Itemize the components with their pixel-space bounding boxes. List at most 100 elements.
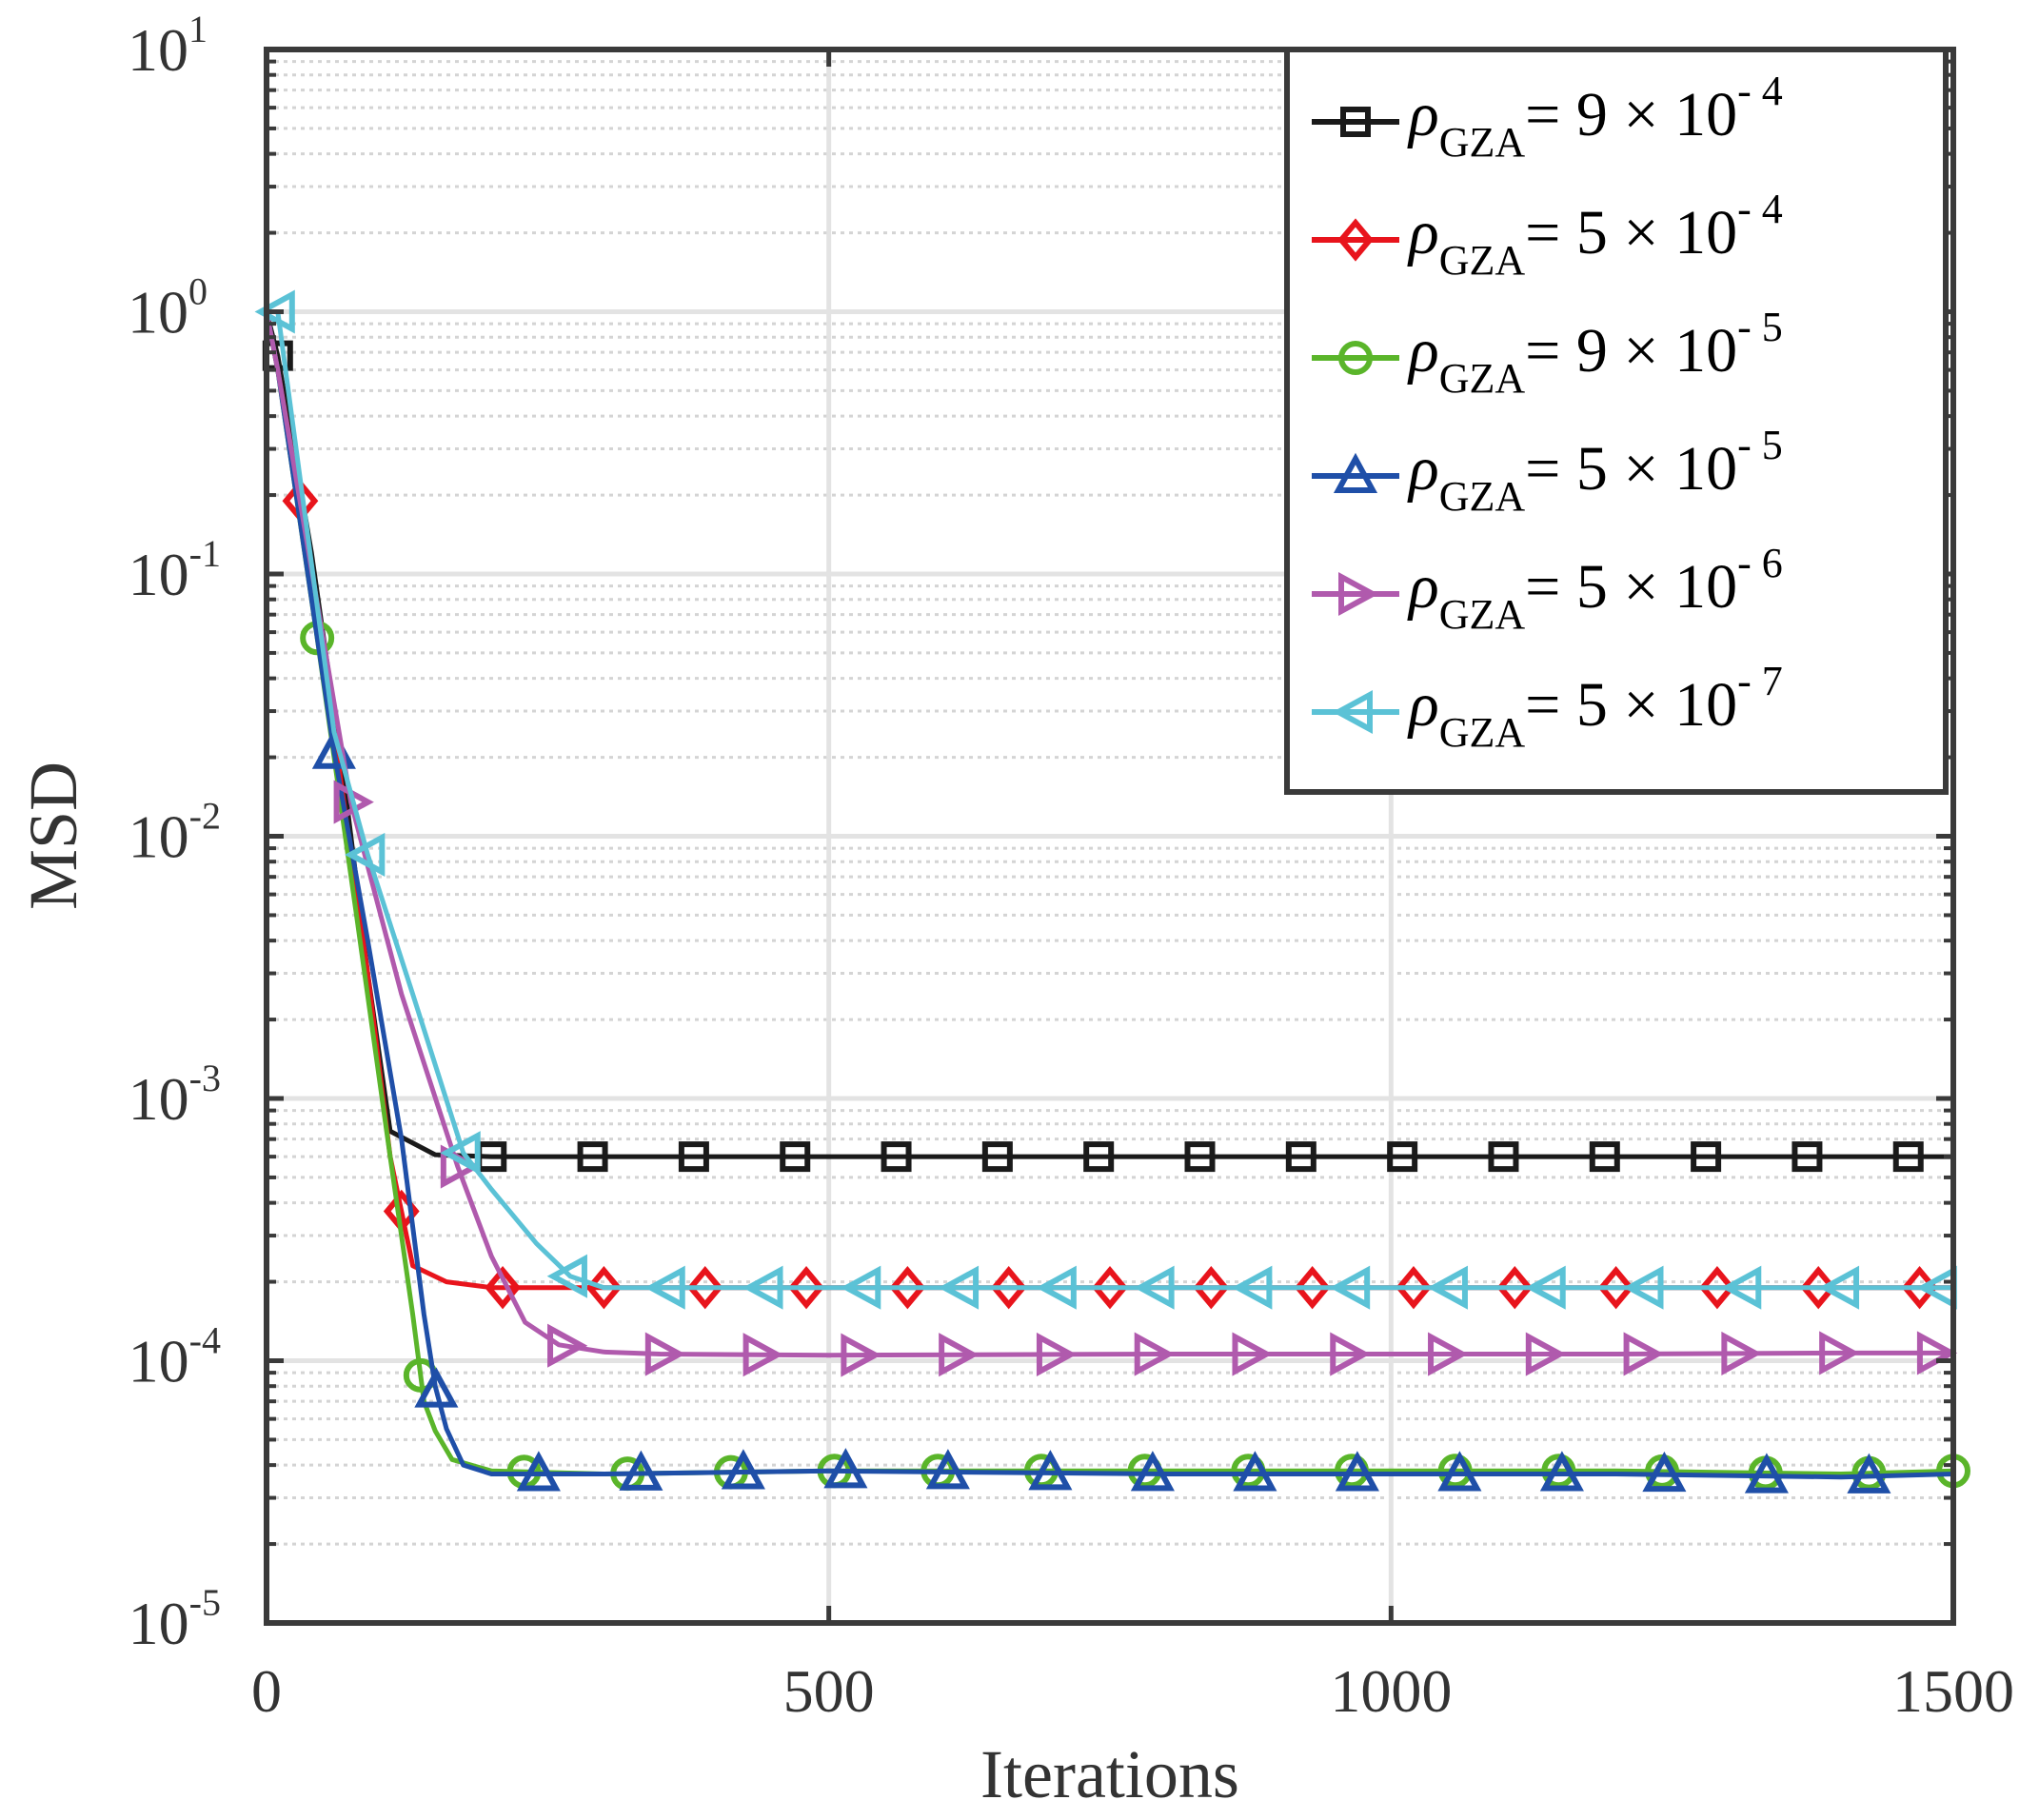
diamond-marker bbox=[1496, 1266, 1534, 1310]
triangle-right-marker bbox=[841, 1333, 881, 1377]
triangle-up-marker bbox=[1539, 1451, 1584, 1492]
diamond-marker bbox=[1800, 1266, 1837, 1310]
square-marker bbox=[1792, 1141, 1823, 1173]
legend-entry: ρGZA= 5 × 10- 7 bbox=[1312, 658, 1783, 756]
diamond-marker bbox=[1699, 1266, 1735, 1310]
triangle-left-marker bbox=[1036, 1265, 1077, 1310]
triangle-right-marker bbox=[1623, 1332, 1664, 1376]
circle-marker bbox=[1338, 341, 1373, 375]
y-axis-label: MSD bbox=[15, 762, 91, 910]
square-marker bbox=[1387, 1141, 1418, 1173]
legend-swatch bbox=[1312, 689, 1399, 735]
legend-entry: ρGZA= 5 × 10- 4 bbox=[1312, 186, 1783, 284]
legend-label: ρGZA= 5 × 10- 4 bbox=[1407, 186, 1783, 284]
triangle-up-marker bbox=[1847, 1453, 1891, 1494]
y-tick-label: 10-5 bbox=[129, 1581, 221, 1657]
triangle-up-marker bbox=[1233, 1451, 1277, 1492]
square-marker bbox=[577, 1141, 608, 1173]
triangle-right-marker bbox=[1916, 1331, 1958, 1375]
y-tick-label: 101 bbox=[128, 8, 208, 84]
square-marker bbox=[1340, 107, 1371, 137]
legend-swatch bbox=[1312, 341, 1399, 375]
triangle-up-marker bbox=[1130, 1451, 1175, 1492]
triangle-right-marker bbox=[1134, 1332, 1175, 1376]
diamond-marker bbox=[1597, 1266, 1634, 1310]
triangle-up-marker bbox=[516, 1451, 561, 1492]
triangle-right-marker bbox=[939, 1333, 980, 1377]
triangle-left-marker bbox=[1329, 1265, 1371, 1310]
triangle-left-marker bbox=[1332, 689, 1373, 735]
triangle-right-marker bbox=[742, 1333, 783, 1377]
triangle-right-marker bbox=[1721, 1331, 1762, 1375]
diamond-marker bbox=[1092, 1266, 1128, 1310]
triangle-left-marker bbox=[742, 1265, 783, 1310]
x-tick-label: 0 bbox=[251, 1657, 282, 1725]
legend-swatch bbox=[1312, 452, 1399, 493]
square-marker bbox=[1285, 1141, 1316, 1173]
triangle-left-marker bbox=[1525, 1265, 1566, 1310]
triangle-up-marker bbox=[619, 1450, 663, 1491]
y-tick-label: 10-3 bbox=[129, 1057, 221, 1133]
square-marker bbox=[1083, 1141, 1115, 1173]
diamond-marker bbox=[1294, 1266, 1331, 1310]
triangle-right-marker bbox=[1525, 1332, 1567, 1376]
triangle-up-marker bbox=[1333, 452, 1378, 493]
diamond-marker bbox=[1193, 1266, 1230, 1310]
diamond-marker bbox=[686, 1266, 723, 1310]
series-4 bbox=[264, 311, 1958, 1377]
x-tick-label: 1500 bbox=[1892, 1657, 2014, 1725]
legend-box bbox=[1284, 47, 1949, 795]
triangle-right-marker bbox=[644, 1332, 686, 1376]
triangle-left-marker bbox=[546, 1254, 587, 1298]
triangle-up-marker bbox=[414, 1367, 459, 1408]
square-marker bbox=[1184, 1141, 1216, 1173]
triangle-left-marker bbox=[1427, 1265, 1468, 1310]
x-tick-labels: 0 500 1000 1500 bbox=[251, 1657, 2014, 1725]
legend-swatch bbox=[1312, 218, 1399, 262]
triangle-up-marker bbox=[1028, 1450, 1073, 1491]
square-marker bbox=[1691, 1141, 1722, 1173]
diamond-marker bbox=[485, 1266, 521, 1310]
square-marker bbox=[881, 1141, 912, 1173]
legend-entry: ρGZA= 5 × 10- 5 bbox=[1312, 422, 1783, 520]
triangle-up-marker bbox=[721, 1449, 765, 1490]
triangle-left-marker bbox=[254, 289, 295, 334]
triangle-left-marker bbox=[1623, 1265, 1664, 1310]
square-marker bbox=[1488, 1141, 1519, 1173]
legend-entry: ρGZA= 5 × 10- 6 bbox=[1312, 540, 1783, 638]
y-tick-label: 10-4 bbox=[129, 1319, 221, 1395]
legend-label: ρGZA= 9 × 10- 4 bbox=[1407, 68, 1783, 166]
legend-label: ρGZA= 5 × 10- 7 bbox=[1407, 658, 1783, 756]
x-axis-label: Iterations bbox=[980, 1736, 1239, 1812]
triangle-right-marker bbox=[1036, 1332, 1078, 1376]
y-tick-label: 10-2 bbox=[129, 795, 221, 871]
square-marker bbox=[678, 1141, 709, 1173]
legend-label: ρGZA= 5 × 10- 5 bbox=[1407, 422, 1783, 520]
diamond-marker bbox=[1337, 218, 1374, 262]
triangle-up-marker bbox=[1642, 1451, 1687, 1493]
triangle-left-marker bbox=[644, 1265, 685, 1310]
triangle-right-marker bbox=[547, 1323, 588, 1368]
diamond-marker bbox=[1396, 1266, 1432, 1310]
triangle-up-marker bbox=[1744, 1453, 1789, 1494]
triangle-up-marker bbox=[925, 1449, 970, 1490]
x-tick-label: 500 bbox=[783, 1657, 875, 1725]
diamond-marker bbox=[990, 1266, 1027, 1310]
triangle-up-marker bbox=[823, 1448, 868, 1489]
y-tick-label: 10-1 bbox=[129, 532, 221, 608]
triangle-right-marker bbox=[1330, 1332, 1371, 1376]
triangle-right-marker bbox=[1428, 1332, 1469, 1376]
legend-entry: ρGZA= 9 × 10- 4 bbox=[1312, 68, 1783, 166]
square-marker bbox=[476, 1141, 507, 1173]
square-marker bbox=[780, 1141, 811, 1173]
triangle-left-marker bbox=[841, 1265, 881, 1310]
square-marker bbox=[1589, 1141, 1620, 1173]
triangle-left-marker bbox=[938, 1265, 980, 1310]
legend-swatch bbox=[1312, 571, 1399, 617]
y-tick-label: 100 bbox=[128, 270, 208, 346]
legend: ρGZA= 9 × 10- 4 ρGZA= 5 × 10- 4 ρGZA= 9 … bbox=[1284, 47, 1949, 795]
y-tick-labels: 101 100 10-1 10-2 10-3 10-4 10-5 bbox=[128, 8, 221, 1657]
diamond-marker bbox=[889, 1266, 926, 1310]
legend-swatch bbox=[1312, 107, 1399, 137]
